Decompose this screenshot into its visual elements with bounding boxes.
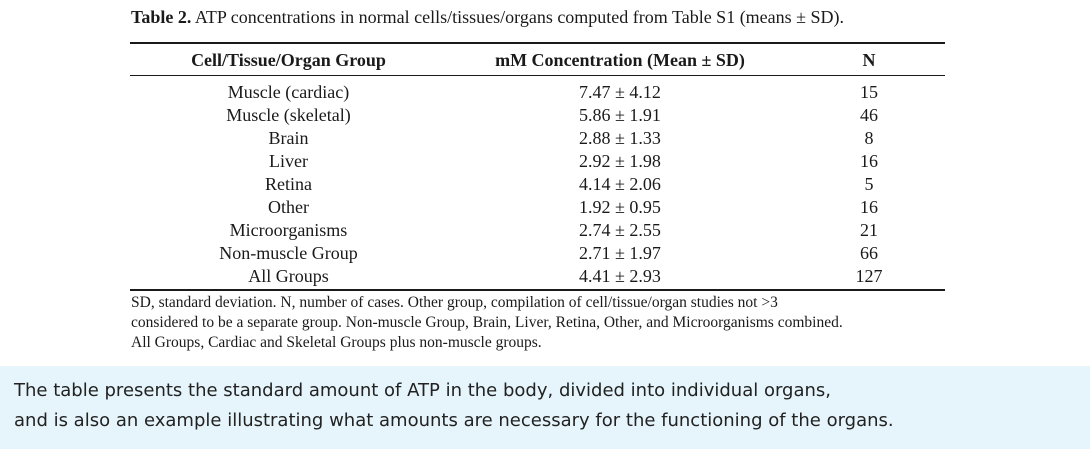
cell-n: 5 bbox=[864, 174, 874, 194]
table-caption: Table 2. ATP concentrations in normal ce… bbox=[131, 6, 844, 28]
cell-concentration: 4.14 ± 2.06 bbox=[579, 174, 661, 194]
cell-n: 127 bbox=[855, 266, 883, 286]
cell-n: 16 bbox=[860, 151, 878, 171]
table-header-rule bbox=[130, 75, 945, 76]
table-row: All Groups 4.41 ± 2.93 127 bbox=[0, 265, 1090, 288]
cell-concentration: 2.74 ± 2.55 bbox=[579, 220, 661, 240]
column-header-concentration: mM Concentration (Mean ± SD) bbox=[495, 50, 745, 70]
cell-concentration: 4.41 ± 2.93 bbox=[579, 266, 661, 286]
column-header-n: N bbox=[862, 50, 876, 70]
cell-concentration: 7.47 ± 4.12 bbox=[579, 82, 661, 102]
table-row: Brain 2.88 ± 1.33 8 bbox=[0, 127, 1090, 150]
cell-group: Brain bbox=[268, 128, 309, 148]
table-body: Muscle (cardiac) 7.47 ± 4.12 15 Muscle (… bbox=[0, 81, 1090, 288]
cell-concentration: 1.92 ± 0.95 bbox=[579, 197, 661, 217]
cell-concentration: 2.71 ± 1.97 bbox=[579, 243, 661, 263]
cell-concentration: 5.86 ± 1.91 bbox=[579, 105, 661, 125]
cell-group: Liver bbox=[269, 151, 308, 171]
column-header-group: Cell/Tissue/Organ Group bbox=[191, 50, 386, 70]
footnote-line: All Groups, Cardiac and Skeletal Groups … bbox=[131, 334, 542, 351]
table-row: Other 1.92 ± 0.95 16 bbox=[0, 196, 1090, 219]
cell-n: 21 bbox=[860, 220, 878, 240]
table-row: Muscle (cardiac) 7.47 ± 4.12 15 bbox=[0, 81, 1090, 104]
table-caption-text: ATP concentrations in normal cells/tissu… bbox=[194, 7, 845, 27]
commentary-line: and is also an example illustrating what… bbox=[14, 410, 894, 431]
table-row: Muscle (skeletal) 5.86 ± 1.91 46 bbox=[0, 104, 1090, 127]
table-row: Liver 2.92 ± 1.98 16 bbox=[0, 150, 1090, 173]
cell-concentration: 2.92 ± 1.98 bbox=[579, 151, 661, 171]
table-row: Non-muscle Group 2.71 ± 1.97 66 bbox=[0, 242, 1090, 265]
table-row: Retina 4.14 ± 2.06 5 bbox=[0, 173, 1090, 196]
commentary-line: The table presents the standard amount o… bbox=[14, 380, 832, 401]
cell-n: 15 bbox=[860, 82, 878, 102]
cell-group: All Groups bbox=[248, 266, 329, 286]
cell-group: Muscle (skeletal) bbox=[226, 105, 351, 125]
cell-n: 66 bbox=[860, 243, 878, 263]
footnote-line: SD, standard deviation. N, number of cas… bbox=[131, 294, 778, 311]
cell-group: Microorganisms bbox=[229, 220, 348, 240]
cell-group: Retina bbox=[265, 174, 312, 194]
cell-n: 16 bbox=[860, 197, 878, 217]
table-top-rule bbox=[130, 42, 945, 44]
table-row: Microorganisms 2.74 ± 2.55 21 bbox=[0, 219, 1090, 242]
cell-group: Other bbox=[268, 197, 309, 217]
table-bottom-rule bbox=[130, 289, 945, 291]
cell-concentration: 2.88 ± 1.33 bbox=[579, 128, 661, 148]
footnote-line: considered to be a separate group. Non-m… bbox=[131, 314, 843, 331]
table-caption-label: Table 2. bbox=[131, 7, 192, 27]
table-footnote: SD, standard deviation. N, number of cas… bbox=[131, 293, 961, 353]
cell-group: Muscle (cardiac) bbox=[227, 82, 350, 102]
cell-group: Non-muscle Group bbox=[219, 243, 358, 263]
cell-n: 46 bbox=[860, 105, 878, 125]
commentary-box: The table presents the standard amount o… bbox=[0, 366, 1090, 449]
cell-n: 8 bbox=[864, 128, 874, 148]
document-excerpt: Table 2. ATP concentrations in normal ce… bbox=[0, 6, 1090, 353]
